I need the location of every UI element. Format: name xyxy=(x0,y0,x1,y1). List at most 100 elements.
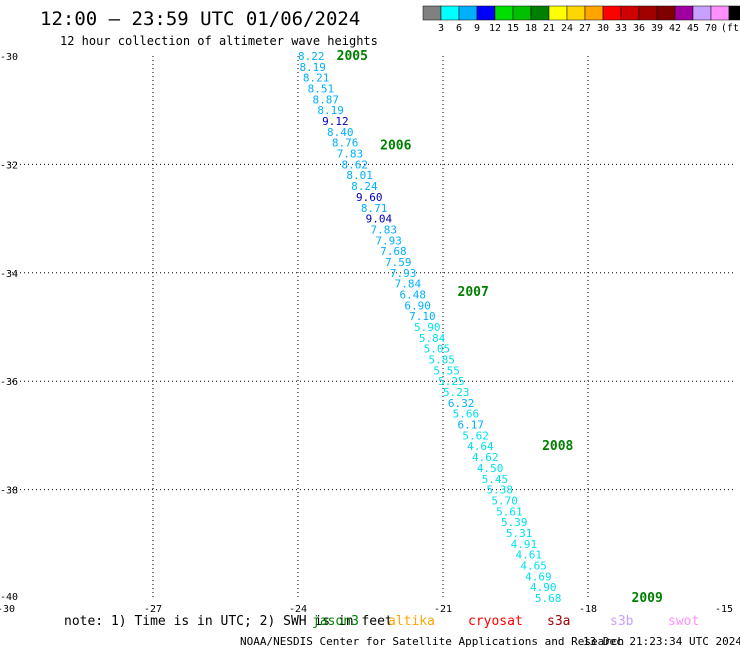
swh-point: 8.22 xyxy=(298,50,325,63)
swh-point: 5.05 xyxy=(424,343,451,356)
grid-lines xyxy=(8,56,733,598)
legend-item-jason3: jason3 xyxy=(312,614,359,629)
swh-point: 7.68 xyxy=(380,245,407,258)
color-scale-swatch xyxy=(638,5,658,21)
y-tick-label: -32 xyxy=(0,160,18,171)
swh-point: 8.40 xyxy=(327,126,354,139)
swh-point: 8.01 xyxy=(346,169,373,182)
credit-text: NOAA/NESDIS Center for Satellite Applica… xyxy=(240,635,624,648)
color-scale-tick: 45 xyxy=(687,23,699,34)
swh-point: 8.21 xyxy=(303,72,330,85)
color-scale-tick: 3 xyxy=(438,23,444,34)
footer-note: note: 1) Time is in UTC; 2) SWH is in fe… xyxy=(64,614,393,629)
y-tick-label: -40 xyxy=(0,592,18,603)
color-scale-swatch xyxy=(656,5,676,21)
legend-item-s3a: s3a xyxy=(547,614,570,629)
swh-point: 6.48 xyxy=(400,288,427,301)
swh-point: 4.50 xyxy=(477,462,504,475)
swh-point: 5.70 xyxy=(491,494,518,507)
swh-point: 7.93 xyxy=(390,267,417,280)
y-tick-label: -30 xyxy=(0,52,18,63)
x-tick-label: -30 xyxy=(0,604,15,615)
color-scale-tick: 30 xyxy=(597,23,609,34)
swh-point: 9.04 xyxy=(366,213,393,226)
timestamp: 13 Dec 21:23:34 UTC 2024 xyxy=(583,635,740,648)
swh-point: 5.31 xyxy=(506,527,533,540)
swh-point: 8.19 xyxy=(317,104,344,117)
color-scale-swatch xyxy=(728,5,740,21)
x-tick-label: -27 xyxy=(144,604,162,615)
color-scale-swatch xyxy=(566,5,586,21)
color-scale-swatch xyxy=(458,5,478,21)
y-tick-label: -38 xyxy=(0,486,18,497)
color-scale-tick: 27 xyxy=(579,23,591,34)
color-scale-swatch xyxy=(512,5,532,21)
y-tick-label: -36 xyxy=(0,377,18,388)
legend-item-s3b: s3b xyxy=(610,614,634,629)
color-scale-tick: 24 xyxy=(561,23,573,34)
color-scale-tick: 18 xyxy=(525,23,537,34)
color-scale-swatch xyxy=(620,5,640,21)
color-scale-swatch xyxy=(602,5,622,21)
satellite-legend: jason3 altika cryosat s3a s3b swot xyxy=(312,614,699,629)
y-tick-label: -34 xyxy=(0,269,18,280)
color-scale-swatch xyxy=(710,5,730,21)
swh-point: 5.66 xyxy=(453,408,480,421)
swh-point: 8.71 xyxy=(361,202,388,215)
legend-item-swot: swot xyxy=(668,614,699,629)
x-tick-label: -24 xyxy=(289,604,307,615)
swh-point: 5.38 xyxy=(487,484,514,497)
swh-point: 4.62 xyxy=(472,451,499,464)
swh-point: 5.90 xyxy=(414,321,441,334)
color-scale-swatch xyxy=(692,5,712,21)
swh-point: 8.87 xyxy=(313,93,340,106)
swh-point: 4.69 xyxy=(525,570,552,583)
time-annotation: 2005 xyxy=(337,49,368,64)
swh-point: 6.17 xyxy=(458,419,485,432)
color-scale-swatch xyxy=(440,5,460,21)
color-scale-tick: 15 xyxy=(507,23,519,34)
time-annotation: 2009 xyxy=(632,591,663,606)
color-scale-swatch xyxy=(476,5,496,21)
swh-point: 8.51 xyxy=(308,83,335,96)
chart-title: 12:00 — 23:59 UTC 01/06/2024 xyxy=(40,8,360,30)
axes: -30 -27 -24 -21 -18 -15 -30 -32 -34 -36 -38 -40 xyxy=(0,52,733,615)
color-scale-tick: 39 xyxy=(651,23,663,34)
swh-point: 7.93 xyxy=(375,234,402,247)
swh-point: 7.10 xyxy=(409,310,436,323)
time-annotation: 2007 xyxy=(458,285,489,300)
swh-point: 5.55 xyxy=(433,364,460,377)
swh-point: 5.61 xyxy=(496,505,522,518)
swh-point: 7.59 xyxy=(385,256,412,269)
color-scale-tick: 12 xyxy=(489,23,501,34)
legend-item-cryosat: cryosat xyxy=(468,614,523,629)
swh-point: 7.83 xyxy=(371,223,398,236)
swh-point: 7.83 xyxy=(337,148,364,161)
chart-subtitle: 12 hour collection of altimeter wave hei… xyxy=(60,34,378,48)
color-scale-tick: 42 xyxy=(669,23,681,34)
swh-point: 6.32 xyxy=(448,397,475,410)
color-scale-swatch xyxy=(584,5,604,21)
color-scale-tick: 9 xyxy=(474,23,480,34)
color-scale-tick: 33 xyxy=(615,23,627,34)
x-tick-label: -18 xyxy=(579,604,597,615)
swh-point: 5.85 xyxy=(429,354,456,367)
swh-point: 5.23 xyxy=(443,386,470,399)
swh-point: 5.84 xyxy=(419,332,446,345)
swh-point: 8.19 xyxy=(299,61,326,74)
swh-labels: 8.228.198.218.518.878.199.128.408.767.83… xyxy=(298,50,561,605)
swh-point: 8.76 xyxy=(332,137,359,150)
time-annotation: 2006 xyxy=(380,138,411,153)
swh-point: 8.62 xyxy=(342,158,369,171)
color-scale-swatch xyxy=(674,5,694,21)
swh-point: 5.62 xyxy=(462,429,489,442)
color-scale-tick: 21 xyxy=(543,23,555,34)
swh-point: 7.84 xyxy=(395,278,422,291)
swh-point: 5.45 xyxy=(482,473,509,486)
swh-point: 6.90 xyxy=(404,299,431,312)
footer: note: 1) Time is in UTC; 2) SWH is in fe… xyxy=(64,614,740,648)
swh-point: 4.61 xyxy=(516,549,543,562)
